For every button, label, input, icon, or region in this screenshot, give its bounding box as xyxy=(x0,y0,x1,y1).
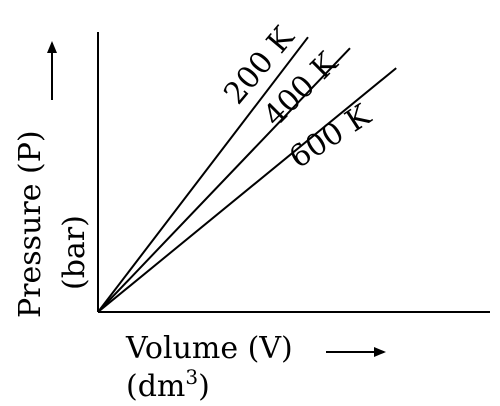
series-line-400k xyxy=(97,47,351,313)
y-axis-label: Pressure (P) xyxy=(13,130,48,318)
series-line-200k xyxy=(97,36,309,313)
x-axis-unit-exp: 3 xyxy=(185,365,198,389)
x-axis-unit-suffix: ) xyxy=(198,369,210,404)
y-axis-unit: (bar) xyxy=(57,215,92,290)
x-axis-unit-prefix: (dm xyxy=(126,369,185,404)
x-axis-unit: (dm3) xyxy=(126,365,210,404)
x-axis-label: Volume (V) xyxy=(125,331,293,366)
series-line-600k xyxy=(97,67,397,313)
